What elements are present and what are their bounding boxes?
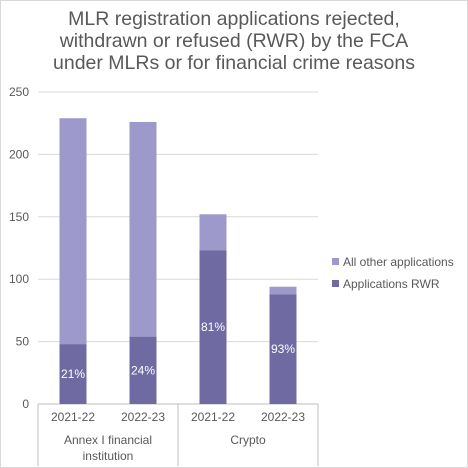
bar-all-other-applications [59, 118, 87, 345]
group-label: Crypto [230, 433, 266, 447]
data-label: 21% [61, 367, 85, 381]
chart-title-line: under MLRs or for financial crime reason… [53, 52, 415, 74]
x-tick-label: 2022-23 [261, 410, 305, 424]
x-tick-label: 2021-22 [191, 410, 235, 424]
y-tick-label: 50 [16, 335, 30, 349]
legend-label: Applications RWR [343, 277, 440, 291]
bar-applications-rwr [269, 294, 297, 404]
data-label: 93% [271, 342, 295, 356]
bar-applications-rwr [129, 336, 157, 404]
legend-swatch [332, 280, 339, 287]
y-tick-label: 250 [9, 85, 29, 99]
bar-all-other-applications [269, 286, 297, 295]
y-tick-label: 150 [9, 210, 29, 224]
legend-swatch [332, 258, 339, 265]
bar-applications-rwr [59, 344, 87, 404]
y-tick-label: 200 [9, 147, 29, 161]
data-label: 81% [201, 320, 225, 334]
y-tick-label: 0 [22, 397, 29, 411]
y-tick-label: 100 [9, 272, 29, 286]
group-label: Annex I financial [64, 433, 152, 447]
bar-all-other-applications [199, 214, 227, 251]
chart-title-line: withdrawn or refused (RWR) by the FCA [59, 30, 409, 52]
chart-title-line: MLR registration applications rejected, [68, 8, 400, 30]
chart-title: MLR registration applications rejected, … [0, 8, 468, 74]
data-label: 24% [131, 363, 155, 377]
group-label: institution [83, 449, 134, 463]
x-tick-label: 2022-23 [121, 410, 165, 424]
x-tick-label: 2021-22 [51, 410, 95, 424]
bar-all-other-applications [129, 121, 157, 337]
legend-label: All other applications [343, 255, 454, 269]
bar-applications-rwr [199, 250, 227, 404]
